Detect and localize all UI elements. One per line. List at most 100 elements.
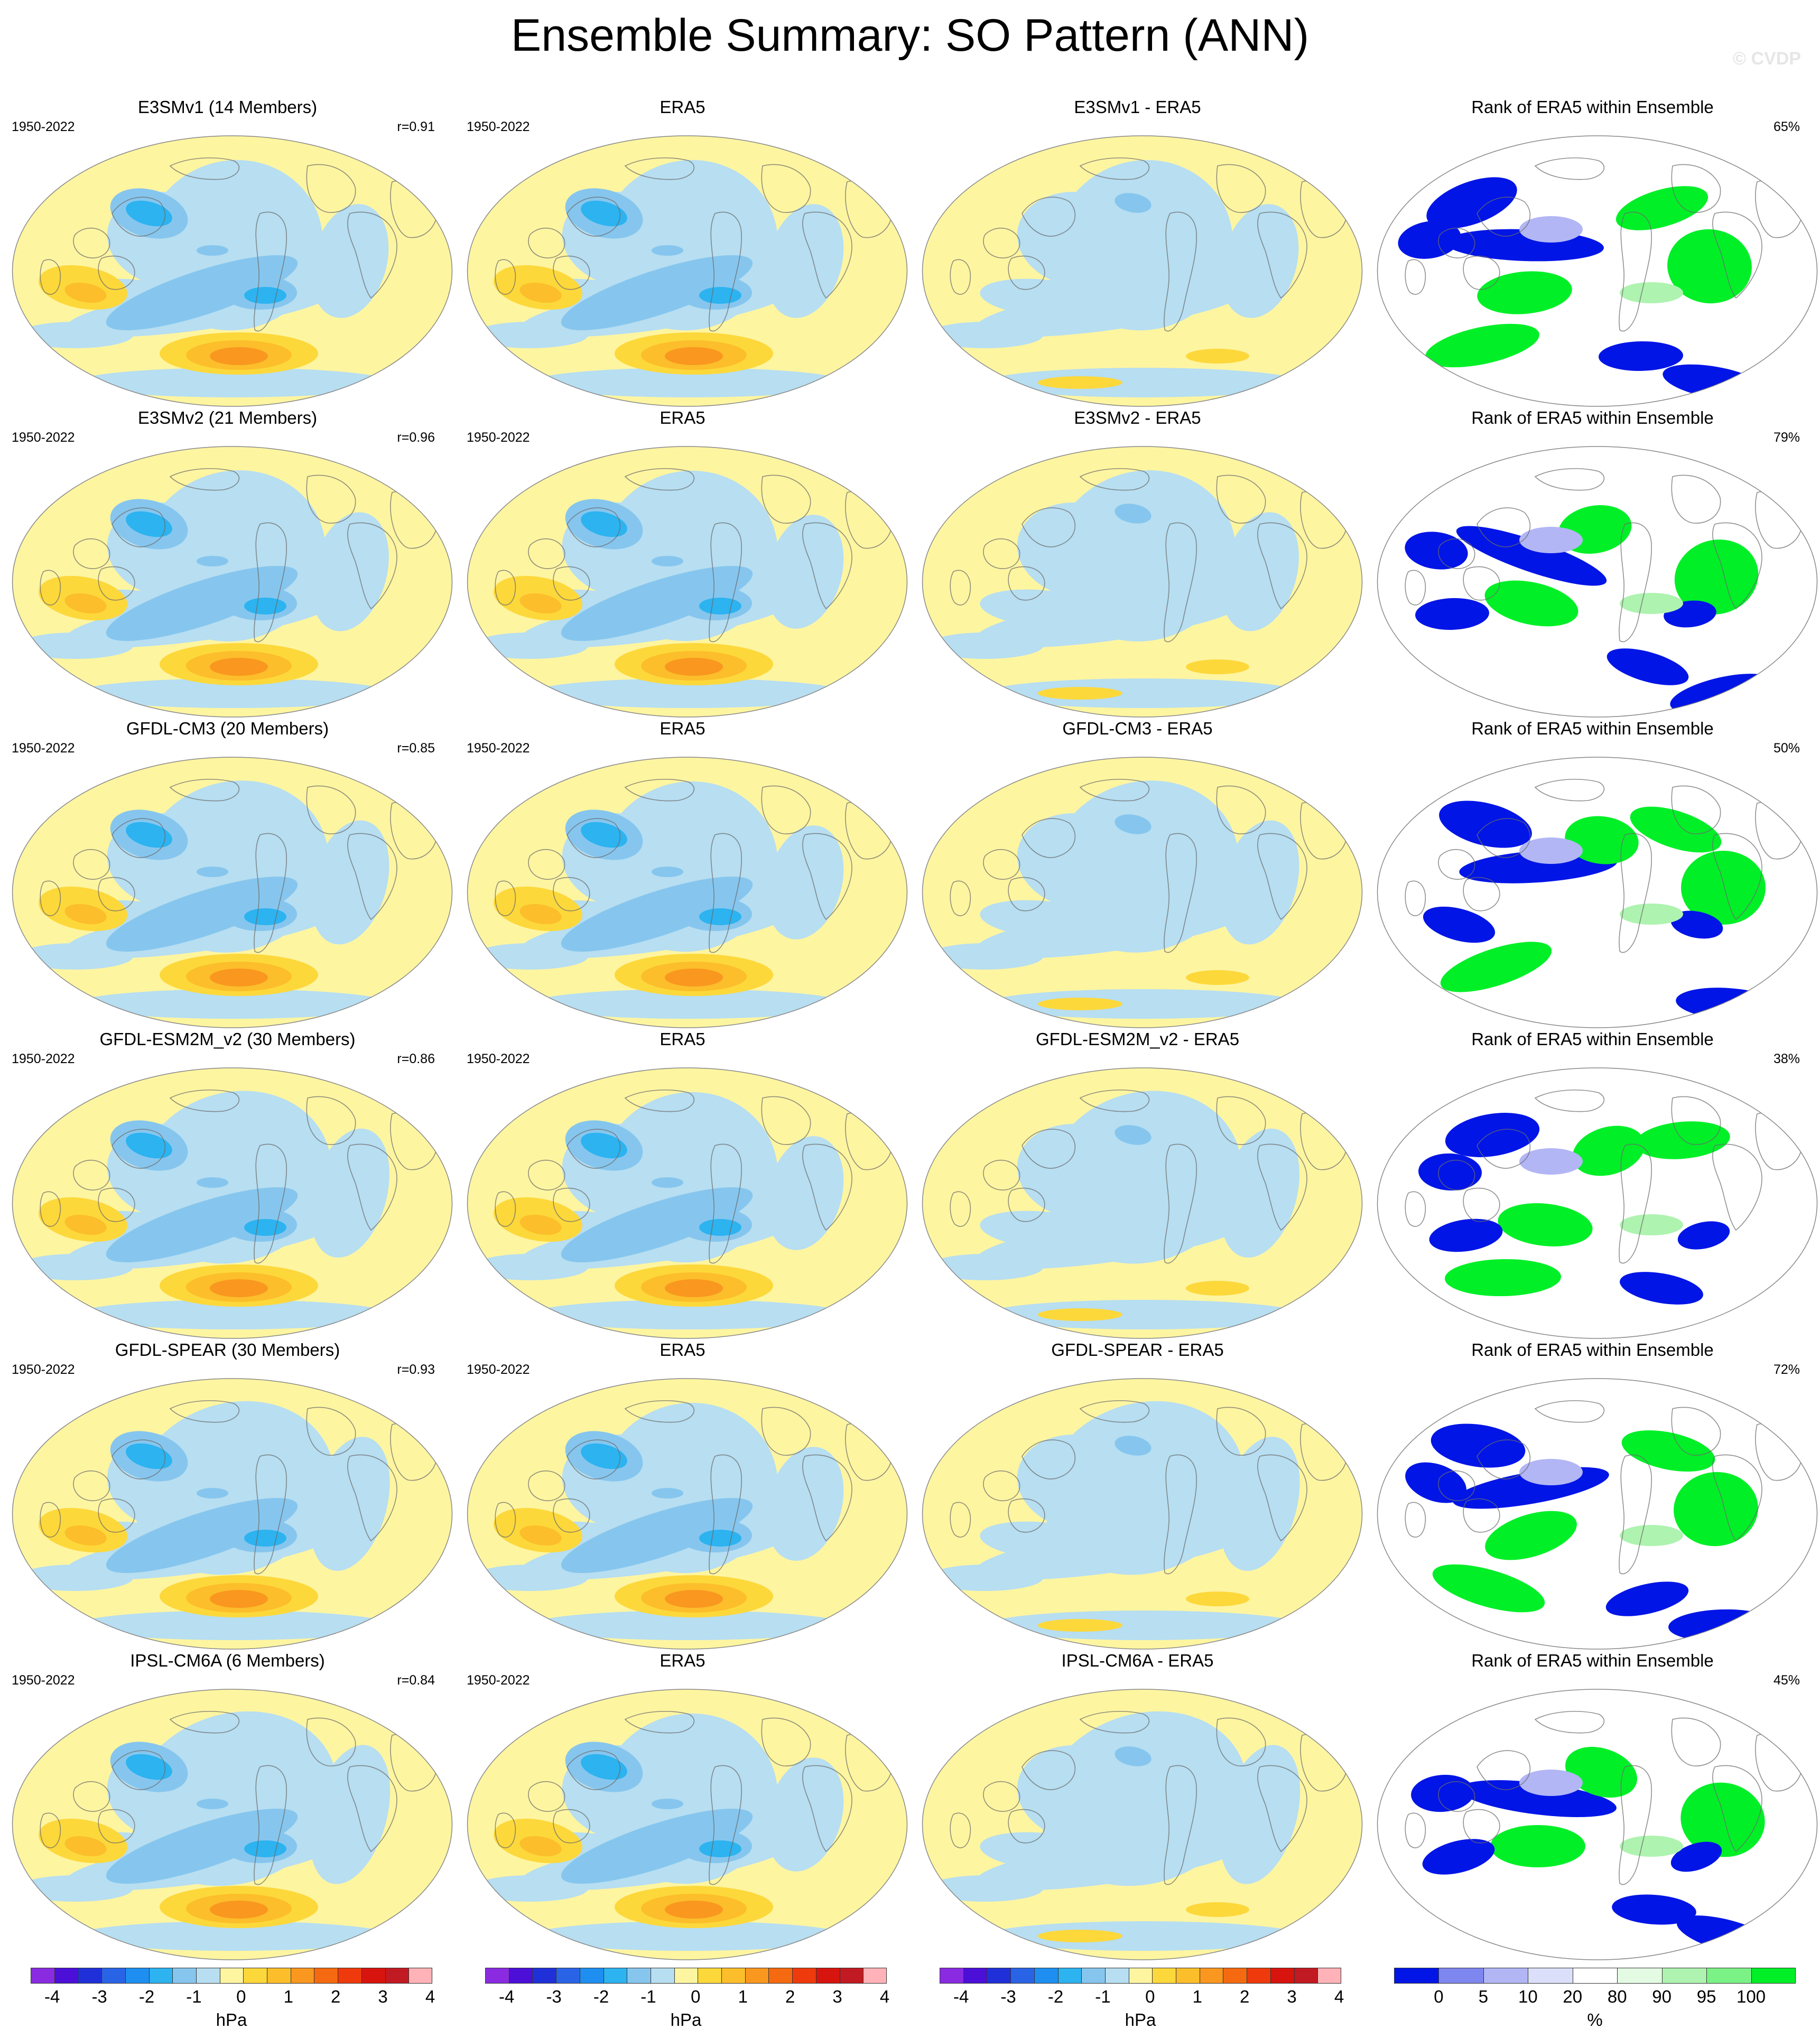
- colorbar-tick-label: 5: [1478, 1987, 1489, 2006]
- panel-title: ERA5: [660, 1340, 705, 1360]
- colorbar-swatches: [1394, 1968, 1796, 1984]
- colorbar-tick-label: -2: [138, 1987, 155, 2006]
- diff-panel: GFDL-CM3 - ERA5: [910, 719, 1365, 1029]
- colorbar-swatch: [1199, 1968, 1223, 1984]
- colorbar-swatch: [745, 1968, 769, 1984]
- panel-title: Rank of ERA5 within Ensemble: [1471, 1340, 1714, 1360]
- correlation-label: r=0.84: [397, 1673, 435, 1688]
- colorbar-swatch: [485, 1968, 509, 1984]
- colorbar-swatch: [338, 1968, 361, 1984]
- colorbar-swatch: [361, 1968, 385, 1984]
- colorbar-swatch: [532, 1968, 556, 1984]
- colorbar-swatch: [1247, 1968, 1270, 1984]
- colorbar-swatch: [1617, 1968, 1662, 1984]
- colorbar-swatch: [792, 1968, 816, 1984]
- colorbar-swatch: [385, 1968, 409, 1984]
- colorbar-swatch: [31, 1968, 54, 1984]
- rank-percent: 79%: [1773, 430, 1800, 445]
- period-label: 1950-2022: [12, 1051, 75, 1066]
- colorbar-pressure-diff: -4 -3 -2 -1 0 1 2 3 4 hPa: [940, 1965, 1352, 2038]
- obs-map: [467, 1689, 908, 1960]
- colorbar-tick-label: 2: [330, 1987, 341, 2006]
- colorbar-swatch: [603, 1968, 627, 1984]
- colorbar-swatch: [408, 1968, 432, 1984]
- colorbar-tick-label: 0: [1145, 1987, 1155, 2006]
- colorbar-swatch: [1661, 1968, 1707, 1984]
- panel-title: GFDL-ESM2M_v2 (30 Members): [99, 1029, 356, 1049]
- panel-title: ERA5: [660, 719, 705, 738]
- diff-panel: IPSL-CM6A - ERA5: [910, 1651, 1365, 1961]
- colorbar-swatch: [579, 1968, 603, 1984]
- colorbar-swatch: [1223, 1968, 1247, 1984]
- colorbar-swatch: [101, 1968, 125, 1984]
- diff-map: [922, 1378, 1363, 1650]
- watermark: © CVDP: [1733, 49, 1801, 69]
- colorbar-unit-label: hPa: [216, 2010, 247, 2030]
- colorbar-swatch: [1128, 1968, 1153, 1984]
- colorbar-swatch: [1176, 1968, 1200, 1984]
- rank-panel: Rank of ERA5 within Ensemble 50%: [1365, 719, 1820, 1029]
- colorbar-unit-label: hPa: [670, 2010, 702, 2030]
- panel-title: GFDL-SPEAR (30 Members): [115, 1340, 340, 1360]
- rank-map: [1377, 446, 1818, 718]
- rank-map: [1377, 757, 1818, 1028]
- rank-panel: Rank of ERA5 within Ensemble 65%: [1365, 97, 1820, 408]
- colorbar-swatch: [148, 1968, 173, 1984]
- colorbar-swatch: [1317, 1968, 1341, 1984]
- panel-title: GFDL-SPEAR - ERA5: [1051, 1340, 1224, 1360]
- period-label: 1950-2022: [467, 430, 530, 445]
- rank-map: [1377, 1378, 1818, 1650]
- colorbar-tick-label: 4: [879, 1987, 890, 2006]
- colorbar-swatch: [1394, 1968, 1439, 1984]
- colorbar-swatches: [940, 1968, 1341, 1984]
- colorbar-swatch: [1706, 1968, 1751, 1984]
- rank-map: [1377, 135, 1818, 407]
- colorbar-swatch: [698, 1968, 722, 1984]
- colorbar-swatch: [1104, 1968, 1129, 1984]
- colorbar-tick-label: 100: [1737, 1987, 1766, 2006]
- panel-title: E3SMv1 (14 Members): [137, 97, 318, 117]
- panel-title: ERA5: [660, 408, 705, 427]
- obs-map: [467, 1378, 908, 1650]
- rank-percent: 45%: [1773, 1673, 1800, 1688]
- panel-title: Rank of ERA5 within Ensemble: [1471, 97, 1714, 117]
- colorbar-swatch: [863, 1968, 887, 1984]
- colorbar-swatch: [78, 1968, 102, 1984]
- panel-title: ERA5: [660, 97, 705, 117]
- colorbar-swatch: [290, 1968, 314, 1984]
- rank-percent: 50%: [1773, 741, 1800, 756]
- colorbar-tick-label: 1: [738, 1987, 748, 2006]
- colorbar-tick-label: 3: [1287, 1987, 1297, 2006]
- colorbar-tick-label: -4: [953, 1987, 969, 2006]
- diff-panel: GFDL-ESM2M_v2 - ERA5: [910, 1029, 1365, 1340]
- colorbar-swatch: [839, 1968, 863, 1984]
- model-map: [12, 1378, 453, 1650]
- colorbar-swatch: [243, 1968, 267, 1984]
- panel-title: E3SMv2 (21 Members): [137, 408, 318, 427]
- obs-panel: ERA5 1950-2022: [455, 719, 910, 1029]
- colorbar-swatch: [1751, 1968, 1796, 1984]
- colorbar-swatch: [987, 1968, 1011, 1984]
- colorbar-tick-label: -1: [640, 1987, 656, 2006]
- panel-title: E3SMv1 - ERA5: [1074, 97, 1201, 117]
- period-label: 1950-2022: [467, 1362, 530, 1377]
- obs-panel: ERA5 1950-2022: [455, 1651, 910, 1961]
- diff-map: [922, 1689, 1363, 1960]
- colorbar-swatch: [1152, 1968, 1176, 1984]
- obs-map: [467, 446, 908, 718]
- colorbar-tick-label: -4: [44, 1987, 60, 2006]
- rank-panel: Rank of ERA5 within Ensemble 72%: [1365, 1340, 1820, 1651]
- panel-title: GFDL-CM3 (20 Members): [126, 719, 329, 738]
- colorbar-tick-label: 80: [1607, 1987, 1627, 2006]
- colorbar-tick-label: -2: [593, 1987, 609, 2006]
- model-map: [12, 1689, 453, 1960]
- diff-map: [922, 1067, 1363, 1339]
- colorbar-tick-label: 4: [425, 1987, 435, 2006]
- obs-map: [467, 1067, 908, 1339]
- colorbar-swatch: [650, 1968, 674, 1984]
- colorbar-swatch: [627, 1968, 651, 1984]
- colorbar-tick-label: 1: [1192, 1987, 1202, 2006]
- obs-panel: ERA5 1950-2022: [455, 97, 910, 408]
- colorbar-swatch: [1438, 1968, 1483, 1984]
- colorbar-rank: 0 5 10 20 80 90 95 100%: [1394, 1965, 1806, 2038]
